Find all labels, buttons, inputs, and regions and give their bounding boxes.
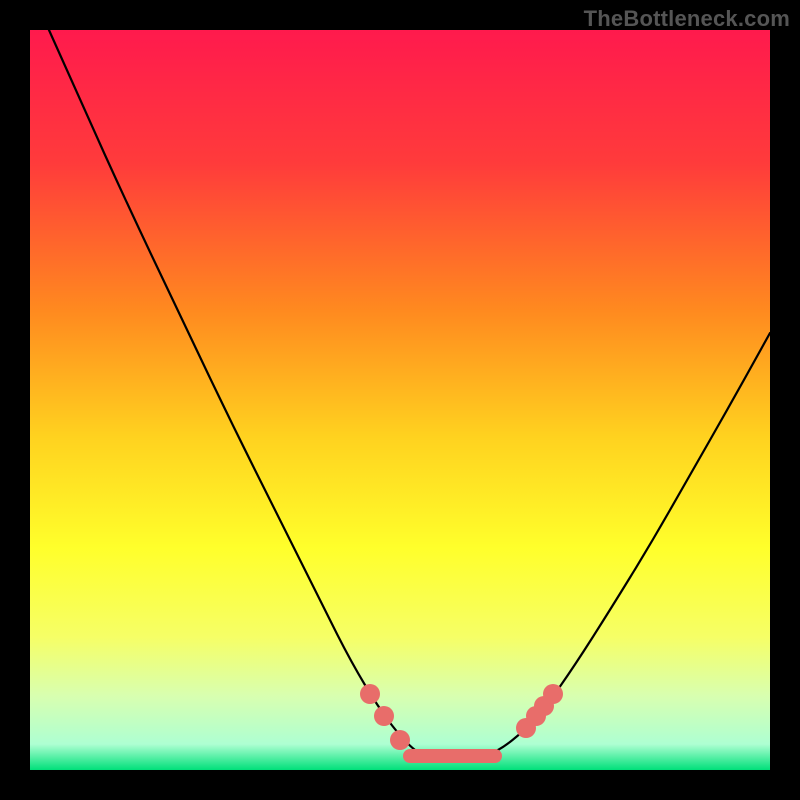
marker-dot-right <box>543 684 563 704</box>
marker-dot-left <box>360 684 380 704</box>
chart-page: TheBottleneck.com <box>0 0 800 800</box>
marker-dot-left <box>374 706 394 726</box>
gradient-plot-area <box>30 30 770 770</box>
bottleneck-chart <box>0 0 800 800</box>
watermark-text: TheBottleneck.com <box>584 6 790 32</box>
marker-dot-left <box>390 730 410 750</box>
